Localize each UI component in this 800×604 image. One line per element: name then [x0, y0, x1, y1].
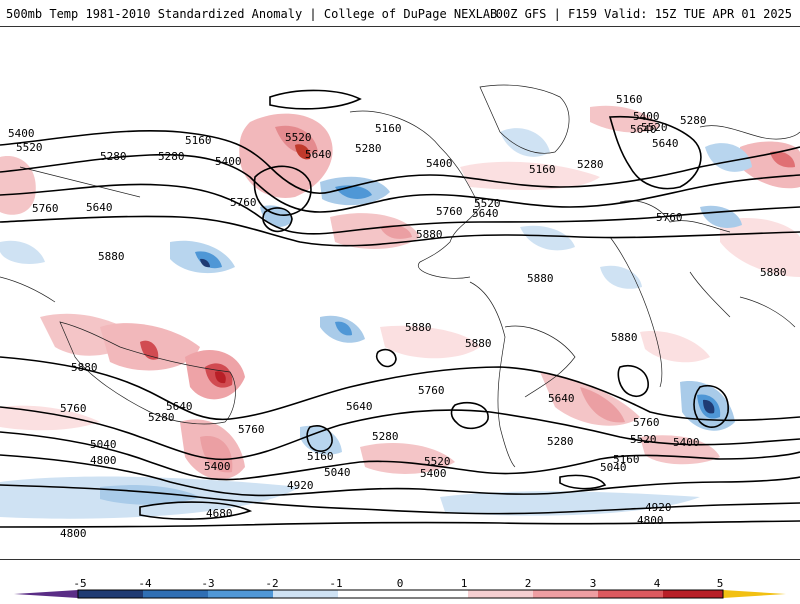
contour-5520-b: 5520: [285, 131, 312, 144]
contour-5280-b: 5280: [355, 142, 382, 155]
contour-5280-h: 5280: [547, 435, 574, 448]
colorbar-bin: [78, 590, 143, 598]
contour-5640-g: 5640: [166, 400, 193, 413]
contour-4800-a: 4800: [90, 454, 117, 467]
contour-5880-h: 5880: [71, 361, 98, 374]
contour-5160-f: 5160: [613, 453, 640, 466]
contour-5880-d: 5880: [527, 272, 554, 285]
contour-5760-b: 5760: [230, 196, 257, 209]
contour-5400-a: 5400: [8, 127, 35, 140]
contour-5400-c: 5400: [426, 157, 453, 170]
contour-5280-f: 5280: [148, 411, 175, 424]
colorbar-bin: [273, 590, 338, 598]
colorbar-label: 5: [716, 577, 724, 590]
contour-5760-d: 5760: [656, 211, 683, 224]
contour-5880-f: 5880: [465, 337, 492, 350]
contour-5640-c: 5640: [630, 123, 657, 136]
contour-5520-a: 5520: [16, 141, 43, 154]
contour-5280-c: 5280: [577, 158, 604, 171]
contour-5280-e: 5280: [100, 150, 127, 163]
colorbar-bin: [598, 590, 663, 598]
contour-5520-e: 5520: [424, 455, 451, 468]
contour-5160-a: 5160: [185, 134, 212, 147]
contour-5880-b: 5880: [416, 228, 443, 241]
colorbar-max-arrow: [723, 590, 786, 598]
contour-5160-d: 5160: [529, 163, 556, 176]
colorbar-label: 1: [460, 577, 468, 590]
contour-5640-h: 5640: [548, 392, 575, 405]
contour-4800-b: 4800: [60, 527, 87, 540]
contour-5760-e: 5760: [418, 384, 445, 397]
colorbar-min-arrow: [14, 590, 78, 598]
contour-5760-a: 5760: [32, 202, 59, 215]
anomaly-map: 5400 5520 5160 5280 5400 5640 5760 5640 …: [0, 84, 800, 540]
contour-labels: 5400 5520 5160 5280 5400 5640 5760 5640 …: [8, 93, 787, 540]
contour-5880-a: 5880: [98, 250, 125, 263]
contour-4680-a: 4680: [206, 507, 233, 520]
contour-5880-c: 5880: [760, 266, 787, 279]
contour-5760-h: 5760: [633, 416, 660, 429]
header: 500mb Temp 1981-2010 Standardized Anomal…: [0, 0, 800, 26]
contour-5280-g: 5280: [372, 430, 399, 443]
colorbar-bin: [338, 590, 403, 598]
colorbar-label: -5: [73, 577, 87, 590]
colorbar-label: -2: [265, 577, 279, 590]
colorbar-bin: [403, 590, 468, 598]
coastlines: [0, 84, 800, 468]
colorbar-label: -1: [329, 577, 343, 590]
colorbar-bin: [663, 590, 723, 598]
colorbar-bin: [143, 590, 208, 598]
colorbar-bin: [208, 590, 273, 598]
map-title: 500mb Temp 1981-2010 Standardized Anomal…: [6, 7, 498, 21]
contour-5040-b: 5040: [324, 466, 351, 479]
contour-5400-b: 5400: [215, 155, 242, 168]
contour-5640-a: 5640: [86, 201, 113, 214]
contour-4920-a: 4920: [287, 479, 314, 492]
contour-5400-g: 5400: [673, 436, 700, 449]
contour-5160-b: 5160: [375, 122, 402, 135]
contour-5040-c: 5040: [600, 461, 627, 474]
height-contours: [0, 89, 800, 528]
colorbar-label: 4: [653, 577, 661, 590]
contour-5880-g: 5880: [611, 331, 638, 344]
contour-5760-g: 5760: [238, 423, 265, 436]
contour-5160-e: 5160: [307, 450, 334, 463]
colorbar-label: 3: [589, 577, 597, 590]
contour-5280-a: 5280: [158, 150, 185, 163]
contour-5760-c: 5760: [436, 205, 463, 218]
contour-5640-e: 5640: [652, 137, 679, 150]
colorbar-label: -4: [138, 577, 152, 590]
contour-5520-c: 5520: [474, 197, 501, 210]
contour-5880-e: 5880: [405, 321, 432, 334]
contour-5640-d: 5640: [472, 207, 499, 220]
contour-4920-b: 4920: [645, 501, 672, 514]
contour-5520-f: 5520: [630, 433, 657, 446]
colorbar-bin: [533, 590, 598, 598]
contour-5280-d: 5280: [680, 114, 707, 127]
contour-4800-c: 4800: [637, 514, 664, 527]
contour-5400-e: 5400: [204, 460, 231, 473]
contour-5040-a: 5040: [90, 438, 117, 451]
map-panel: 5400 5520 5160 5280 5400 5640 5760 5640 …: [0, 26, 800, 560]
colorbar: [0, 558, 800, 600]
cold-anomaly-shading: [0, 128, 752, 519]
contour-5640-f: 5640: [346, 400, 373, 413]
contour-5760-f: 5760: [60, 402, 87, 415]
warm-anomaly-shading: [0, 105, 800, 480]
colorbar-label: -3: [201, 577, 215, 590]
colorbar-label: 0: [396, 577, 404, 590]
contour-5520-d: 5520: [641, 121, 668, 134]
colorbar-bin: [468, 590, 533, 598]
colorbar-graphic: [14, 589, 786, 599]
colorbar-label: 2: [524, 577, 532, 590]
contour-5400-f: 5400: [420, 467, 447, 480]
contour-5160-c: 5160: [616, 93, 643, 106]
model-run-valid-time: 00Z GFS | F159 Valid: 15Z TUE APR 01 202…: [495, 7, 792, 21]
contour-5400-d: 5400: [633, 110, 660, 123]
contour-5640-b: 5640: [305, 148, 332, 161]
